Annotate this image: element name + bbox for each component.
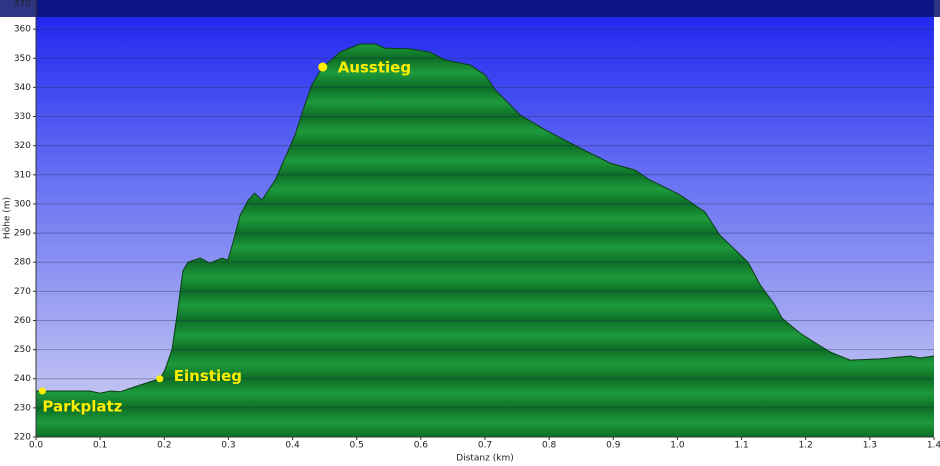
elevation-line [36, 43, 935, 394]
x-axis-title: Distanz (km) [456, 454, 513, 464]
x-tick-label: 0.4 [285, 441, 300, 451]
waypoint-label: Einstieg [174, 367, 242, 385]
y-tick-label: 220 [14, 433, 31, 443]
y-tick-label: 340 [14, 83, 31, 93]
x-tick-label: 1.0 [670, 441, 685, 451]
x-tick-label: 0.3 [221, 441, 235, 451]
x-tick-label: 1.1 [734, 441, 748, 451]
y-tick-label: 240 [14, 374, 31, 384]
x-tick-label: 0.1 [93, 441, 107, 451]
x-tick-label: 0.6 [414, 441, 429, 451]
y-tick-label: 310 [14, 170, 31, 180]
x-tick-label: 0.8 [542, 441, 557, 451]
waypoint-label: Ausstieg [338, 59, 411, 77]
x-tick-label: 1.3 [863, 441, 877, 451]
y-tick-label: 300 [14, 199, 31, 209]
x-tick-label: 0.9 [606, 441, 621, 451]
x-tick-label: 0.7 [478, 441, 492, 451]
y-tick-label: 260 [14, 316, 31, 326]
x-tick-label: 1.2 [799, 441, 813, 451]
y-axis-title: Höhe (m) [3, 197, 13, 239]
y-tick-label: 350 [14, 54, 31, 64]
x-tick-label: 1.4 [927, 441, 940, 451]
x-tick-label: 0.0 [29, 441, 44, 451]
y-tick-label: 280 [14, 258, 31, 268]
y-tick-label: 360 [14, 25, 31, 35]
y-tick-label: 250 [14, 345, 31, 355]
toolbar-strip [0, 0, 940, 17]
y-tick-label: 320 [14, 141, 31, 151]
x-tick-label: 0.5 [350, 441, 364, 451]
waypoint [156, 375, 164, 383]
y-tick-label: 270 [14, 287, 31, 297]
y-tick-label: 330 [14, 112, 31, 122]
waypoint [318, 62, 328, 72]
y-tick-label: 290 [14, 229, 31, 239]
y-tick-label: 230 [14, 403, 31, 413]
y-tick-label: 370 [14, 0, 31, 10]
x-tick-label: 0.2 [157, 441, 171, 451]
waypoint [38, 387, 46, 395]
waypoint-label: Parkplatz [42, 397, 122, 415]
elevation-area [36, 44, 934, 437]
